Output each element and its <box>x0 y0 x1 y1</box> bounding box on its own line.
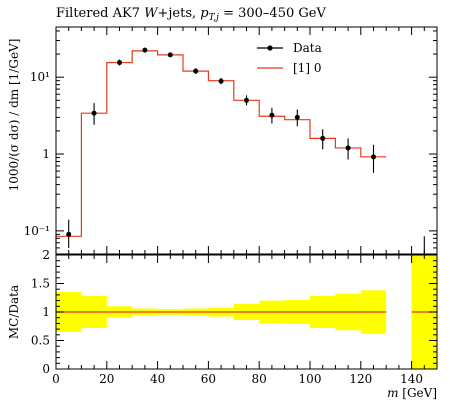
legend-data-label: Data <box>293 41 322 55</box>
x-axis-label: m [GeV] <box>387 386 437 400</box>
top-y-tick-label: 10¹ <box>30 70 50 84</box>
x-tick-label: 0 <box>52 372 60 386</box>
ratio-y-tick-label: 2 <box>42 248 50 262</box>
ratio-y-axis-label: MC/Data <box>7 285 21 339</box>
data-point <box>117 60 122 66</box>
data-point <box>218 78 224 84</box>
data-point <box>91 110 97 116</box>
data-point <box>371 154 376 160</box>
x-tick-label: 40 <box>150 372 165 386</box>
ratio-panel: 0 0.5 1 1.5 2 MC/Data <box>7 248 438 376</box>
legend-data-marker <box>267 45 273 51</box>
x-tick-label: 80 <box>252 372 267 386</box>
x-tick-label: 20 <box>99 372 114 386</box>
data-point <box>66 231 72 237</box>
ratio-y-tick-label: 0 <box>42 362 50 376</box>
top-y-tick-label: 10⁻¹ <box>24 224 50 238</box>
data-point <box>269 112 275 118</box>
data-point <box>345 145 351 151</box>
data-point <box>142 47 148 53</box>
data-point <box>167 52 173 58</box>
legend-mc-label: [1] 0 <box>293 61 321 75</box>
data-point <box>294 114 300 120</box>
data-point <box>193 68 199 74</box>
data-point <box>320 135 326 141</box>
mc-histogram <box>55 50 387 254</box>
x-tick-label: 60 <box>201 372 216 386</box>
ratio-y-tick-label: 1.5 <box>31 277 50 291</box>
top-y-tick-label: 1 <box>42 147 50 161</box>
x-tick-label: 100 <box>299 372 322 386</box>
ratio-y-tick-label: 1 <box>42 305 50 319</box>
ratio-y-tick-label: 0.5 <box>31 334 50 348</box>
top-panel: 10⁻¹ 1 10¹ 1000/(σ dσ) / dm [1/GeV] Data [… <box>7 26 438 255</box>
x-tick-label: 140 <box>400 372 423 386</box>
chart-title: Filtered AK7 W+jets, pT,j = 300–450 GeV <box>56 6 326 23</box>
legend: Data [1] 0 <box>257 41 322 75</box>
x-tick-label: 120 <box>349 372 372 386</box>
data-point <box>244 97 249 103</box>
top-panel-frame <box>55 26 438 255</box>
top-y-axis-label: 1000/(σ dσ) / dm [1/GeV] <box>7 39 21 192</box>
